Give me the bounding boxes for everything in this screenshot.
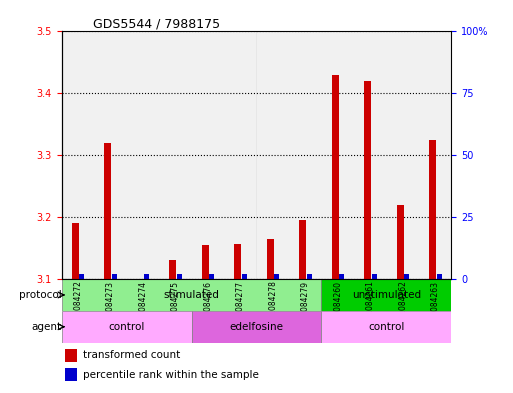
- Bar: [177, 274, 182, 279]
- Bar: [364, 81, 371, 279]
- Text: GSM1084262: GSM1084262: [398, 281, 407, 332]
- Text: GSM1084274: GSM1084274: [139, 281, 147, 332]
- Text: GDS5544 / 7988175: GDS5544 / 7988175: [93, 17, 220, 30]
- Bar: [112, 274, 116, 279]
- Text: percentile rank within the sample: percentile rank within the sample: [83, 369, 259, 380]
- FancyBboxPatch shape: [322, 279, 451, 311]
- Bar: [72, 223, 78, 279]
- Text: control: control: [108, 322, 145, 332]
- Text: agent: agent: [31, 322, 62, 332]
- Bar: [159, 31, 191, 279]
- FancyBboxPatch shape: [62, 311, 191, 343]
- Bar: [127, 31, 159, 279]
- FancyBboxPatch shape: [289, 279, 322, 311]
- Text: GSM1084273: GSM1084273: [106, 281, 115, 332]
- Bar: [80, 274, 84, 279]
- Text: GSM1084261: GSM1084261: [366, 281, 374, 332]
- Text: protocol: protocol: [19, 290, 62, 300]
- Text: transformed count: transformed count: [83, 351, 180, 360]
- FancyBboxPatch shape: [127, 279, 159, 311]
- Bar: [202, 245, 209, 279]
- Bar: [104, 143, 111, 279]
- Text: edelfosine: edelfosine: [229, 322, 284, 332]
- FancyBboxPatch shape: [191, 279, 224, 311]
- Bar: [224, 31, 256, 279]
- Text: GSM1084278: GSM1084278: [268, 281, 277, 332]
- Bar: [234, 244, 241, 279]
- Text: GSM1084279: GSM1084279: [301, 281, 310, 332]
- Text: GSM1084276: GSM1084276: [203, 281, 212, 332]
- Bar: [267, 239, 273, 279]
- Bar: [397, 205, 404, 279]
- FancyBboxPatch shape: [62, 279, 322, 311]
- Bar: [66, 368, 77, 381]
- Text: GSM1084277: GSM1084277: [236, 281, 245, 332]
- Bar: [274, 274, 279, 279]
- Text: stimulated: stimulated: [164, 290, 220, 300]
- Bar: [339, 274, 344, 279]
- FancyBboxPatch shape: [62, 279, 94, 311]
- Text: GSM1084260: GSM1084260: [333, 281, 342, 332]
- Bar: [332, 75, 339, 279]
- Bar: [66, 349, 77, 362]
- Text: GSM1084263: GSM1084263: [431, 281, 440, 332]
- Bar: [289, 31, 322, 279]
- FancyBboxPatch shape: [386, 279, 419, 311]
- Bar: [191, 31, 224, 279]
- FancyBboxPatch shape: [322, 311, 451, 343]
- Bar: [419, 31, 451, 279]
- Bar: [144, 274, 149, 279]
- Bar: [299, 220, 306, 279]
- Bar: [256, 31, 289, 279]
- Bar: [242, 274, 247, 279]
- Bar: [437, 274, 442, 279]
- Bar: [322, 31, 354, 279]
- FancyBboxPatch shape: [159, 279, 191, 311]
- Bar: [169, 261, 176, 279]
- Bar: [94, 31, 127, 279]
- Bar: [354, 31, 386, 279]
- Text: GSM1084275: GSM1084275: [171, 281, 180, 332]
- Bar: [386, 31, 419, 279]
- Bar: [307, 274, 311, 279]
- Text: GSM1084272: GSM1084272: [73, 281, 82, 332]
- Bar: [404, 274, 409, 279]
- Text: control: control: [368, 322, 405, 332]
- Bar: [372, 274, 377, 279]
- FancyBboxPatch shape: [224, 279, 256, 311]
- Bar: [429, 140, 436, 279]
- FancyBboxPatch shape: [322, 279, 354, 311]
- Bar: [62, 31, 94, 279]
- Bar: [209, 274, 214, 279]
- FancyBboxPatch shape: [94, 279, 127, 311]
- FancyBboxPatch shape: [354, 279, 386, 311]
- FancyBboxPatch shape: [191, 311, 322, 343]
- FancyBboxPatch shape: [419, 279, 451, 311]
- Text: unstimulated: unstimulated: [352, 290, 421, 300]
- FancyBboxPatch shape: [256, 279, 289, 311]
